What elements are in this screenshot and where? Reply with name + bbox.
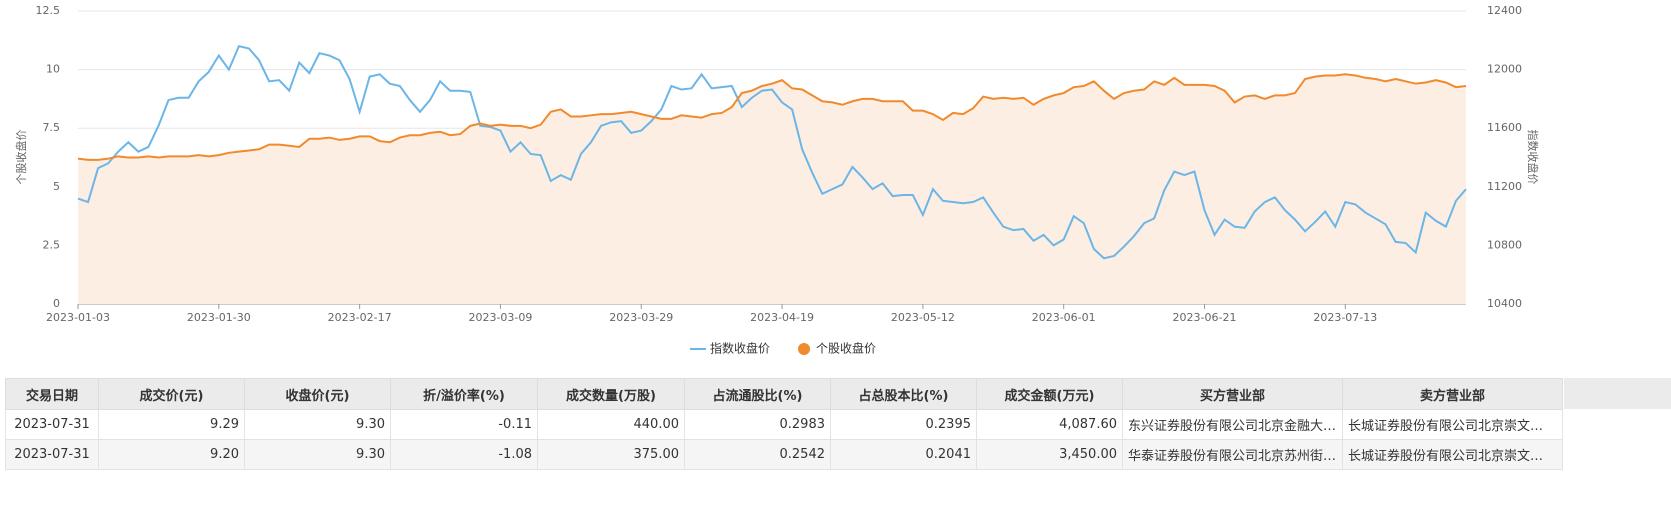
y-tick-label: 0 [53, 297, 60, 310]
table-cell: 9.30 [244, 439, 391, 470]
header-fill [1564, 378, 1671, 409]
table-cell: -1.08 [390, 439, 538, 470]
table-cell: 9.20 [98, 439, 245, 470]
legend-label: 指数收盘价 [710, 341, 770, 356]
table-row: 2023-07-31 9.20 9.30 -1.08 375.00 0.2542 0.204… [5, 439, 1563, 470]
table-cell: 9.30 [244, 409, 391, 440]
table-cell: 440.00 [537, 409, 685, 440]
y2-tick-label: 12400 [1487, 4, 1522, 17]
x-tick-label: 2023-01-03 [46, 311, 110, 324]
y-axis-title: 个股收盘价 [14, 130, 28, 185]
column-header: 占总股本比(%) [830, 378, 977, 410]
header-row: 交易日期 成交价(元) 收盘价(元) 折/溢价率(%) 成交数量(万股) 占流通股比(%)… [5, 378, 1563, 410]
line [77, 73, 1467, 161]
table-cell: 4,087.60 [976, 409, 1123, 440]
table-cell: 0.2041 [830, 439, 977, 470]
table-cell: 9.29 [98, 409, 245, 440]
x-tick-label: 2023-02-17 [328, 311, 392, 324]
y-tick-label: 7.5 [43, 121, 61, 134]
x-tick-label: 2023-05-12 [891, 311, 955, 324]
column-header: 交易日期 [5, 378, 99, 410]
x-tick-label: 2023-07-13 [1313, 311, 1377, 324]
column-header: 成交金额(万元) [976, 378, 1123, 410]
table-row: 2023-07-31 9.29 9.30 -0.11 440.00 0.2983 0.239… [5, 409, 1563, 440]
column-header: 卖方营业部 [1342, 378, 1563, 410]
x-tick-label: 2023-01-30 [187, 311, 251, 324]
legend-label: 个股收盘价 [816, 341, 876, 356]
x-tick-label: 2023-03-29 [609, 311, 673, 324]
table-cell: 0.2395 [830, 409, 977, 440]
table-cell: 东兴证券股份有限公司北京金融大… [1122, 409, 1343, 440]
x-tick-label: 2023-04-19 [750, 311, 814, 324]
y2-tick-label: 11600 [1487, 121, 1522, 134]
chart: 个股收盘价 指数收盘价 0 2.5 5 7.5 10 12.5 10400 10800 1120… [14, 4, 1540, 356]
legend-symbol [798, 343, 811, 355]
x-tick-label: 2023-06-21 [1173, 311, 1237, 324]
y-tick-label: 5 [53, 180, 60, 193]
area [78, 74, 1466, 305]
table-cell: 长城证券股份有限公司北京崇文… [1342, 439, 1563, 470]
y2-axis-title: 指数收盘价 [1526, 130, 1540, 185]
table-cell: 2023-07-31 [5, 409, 99, 440]
table-cell: 华泰证券股份有限公司北京苏州街… [1122, 439, 1343, 470]
table-cell: -0.11 [390, 409, 538, 440]
column-header: 成交价(元) [98, 378, 245, 410]
table-cell: 长城证券股份有限公司北京崇文… [1342, 409, 1563, 440]
column-header: 成交数量(万股) [537, 378, 685, 410]
y2-tick-label: 10800 [1487, 238, 1522, 251]
line [77, 44, 1467, 260]
trade-table: 交易日期 成交价(元) 收盘价(元) 折/溢价率(%) 成交数量(万股) 占流通股比(%)… [5, 378, 1563, 470]
table-cell: 3,450.00 [976, 439, 1123, 470]
column-header: 折/溢价率(%) [390, 378, 538, 410]
column-header: 买方营业部 [1122, 378, 1343, 410]
table-cell: 2023-07-31 [5, 439, 99, 470]
table-cell: 0.2983 [684, 409, 831, 440]
y2-tick-label: 11200 [1487, 180, 1522, 193]
table-body: 2023-07-31 9.29 9.30 -0.11 440.00 0.2983 0.239… [5, 409, 1563, 470]
y-tick-label: 2.5 [43, 238, 61, 251]
y2-tick-label: 10400 [1487, 297, 1522, 310]
y-tick-label: 10 [46, 63, 60, 76]
table-cell: 0.2542 [684, 439, 831, 470]
y2-tick-label: 12000 [1487, 63, 1522, 76]
table-cell: 375.00 [537, 439, 685, 470]
column-header: 占流通股比(%) [684, 378, 831, 410]
column-header: 收盘价(元) [244, 378, 391, 410]
x-tick-label: 2023-06-01 [1032, 311, 1096, 324]
x-tick-label: 2023-03-09 [468, 311, 532, 324]
y-tick-label: 12.5 [36, 4, 61, 17]
